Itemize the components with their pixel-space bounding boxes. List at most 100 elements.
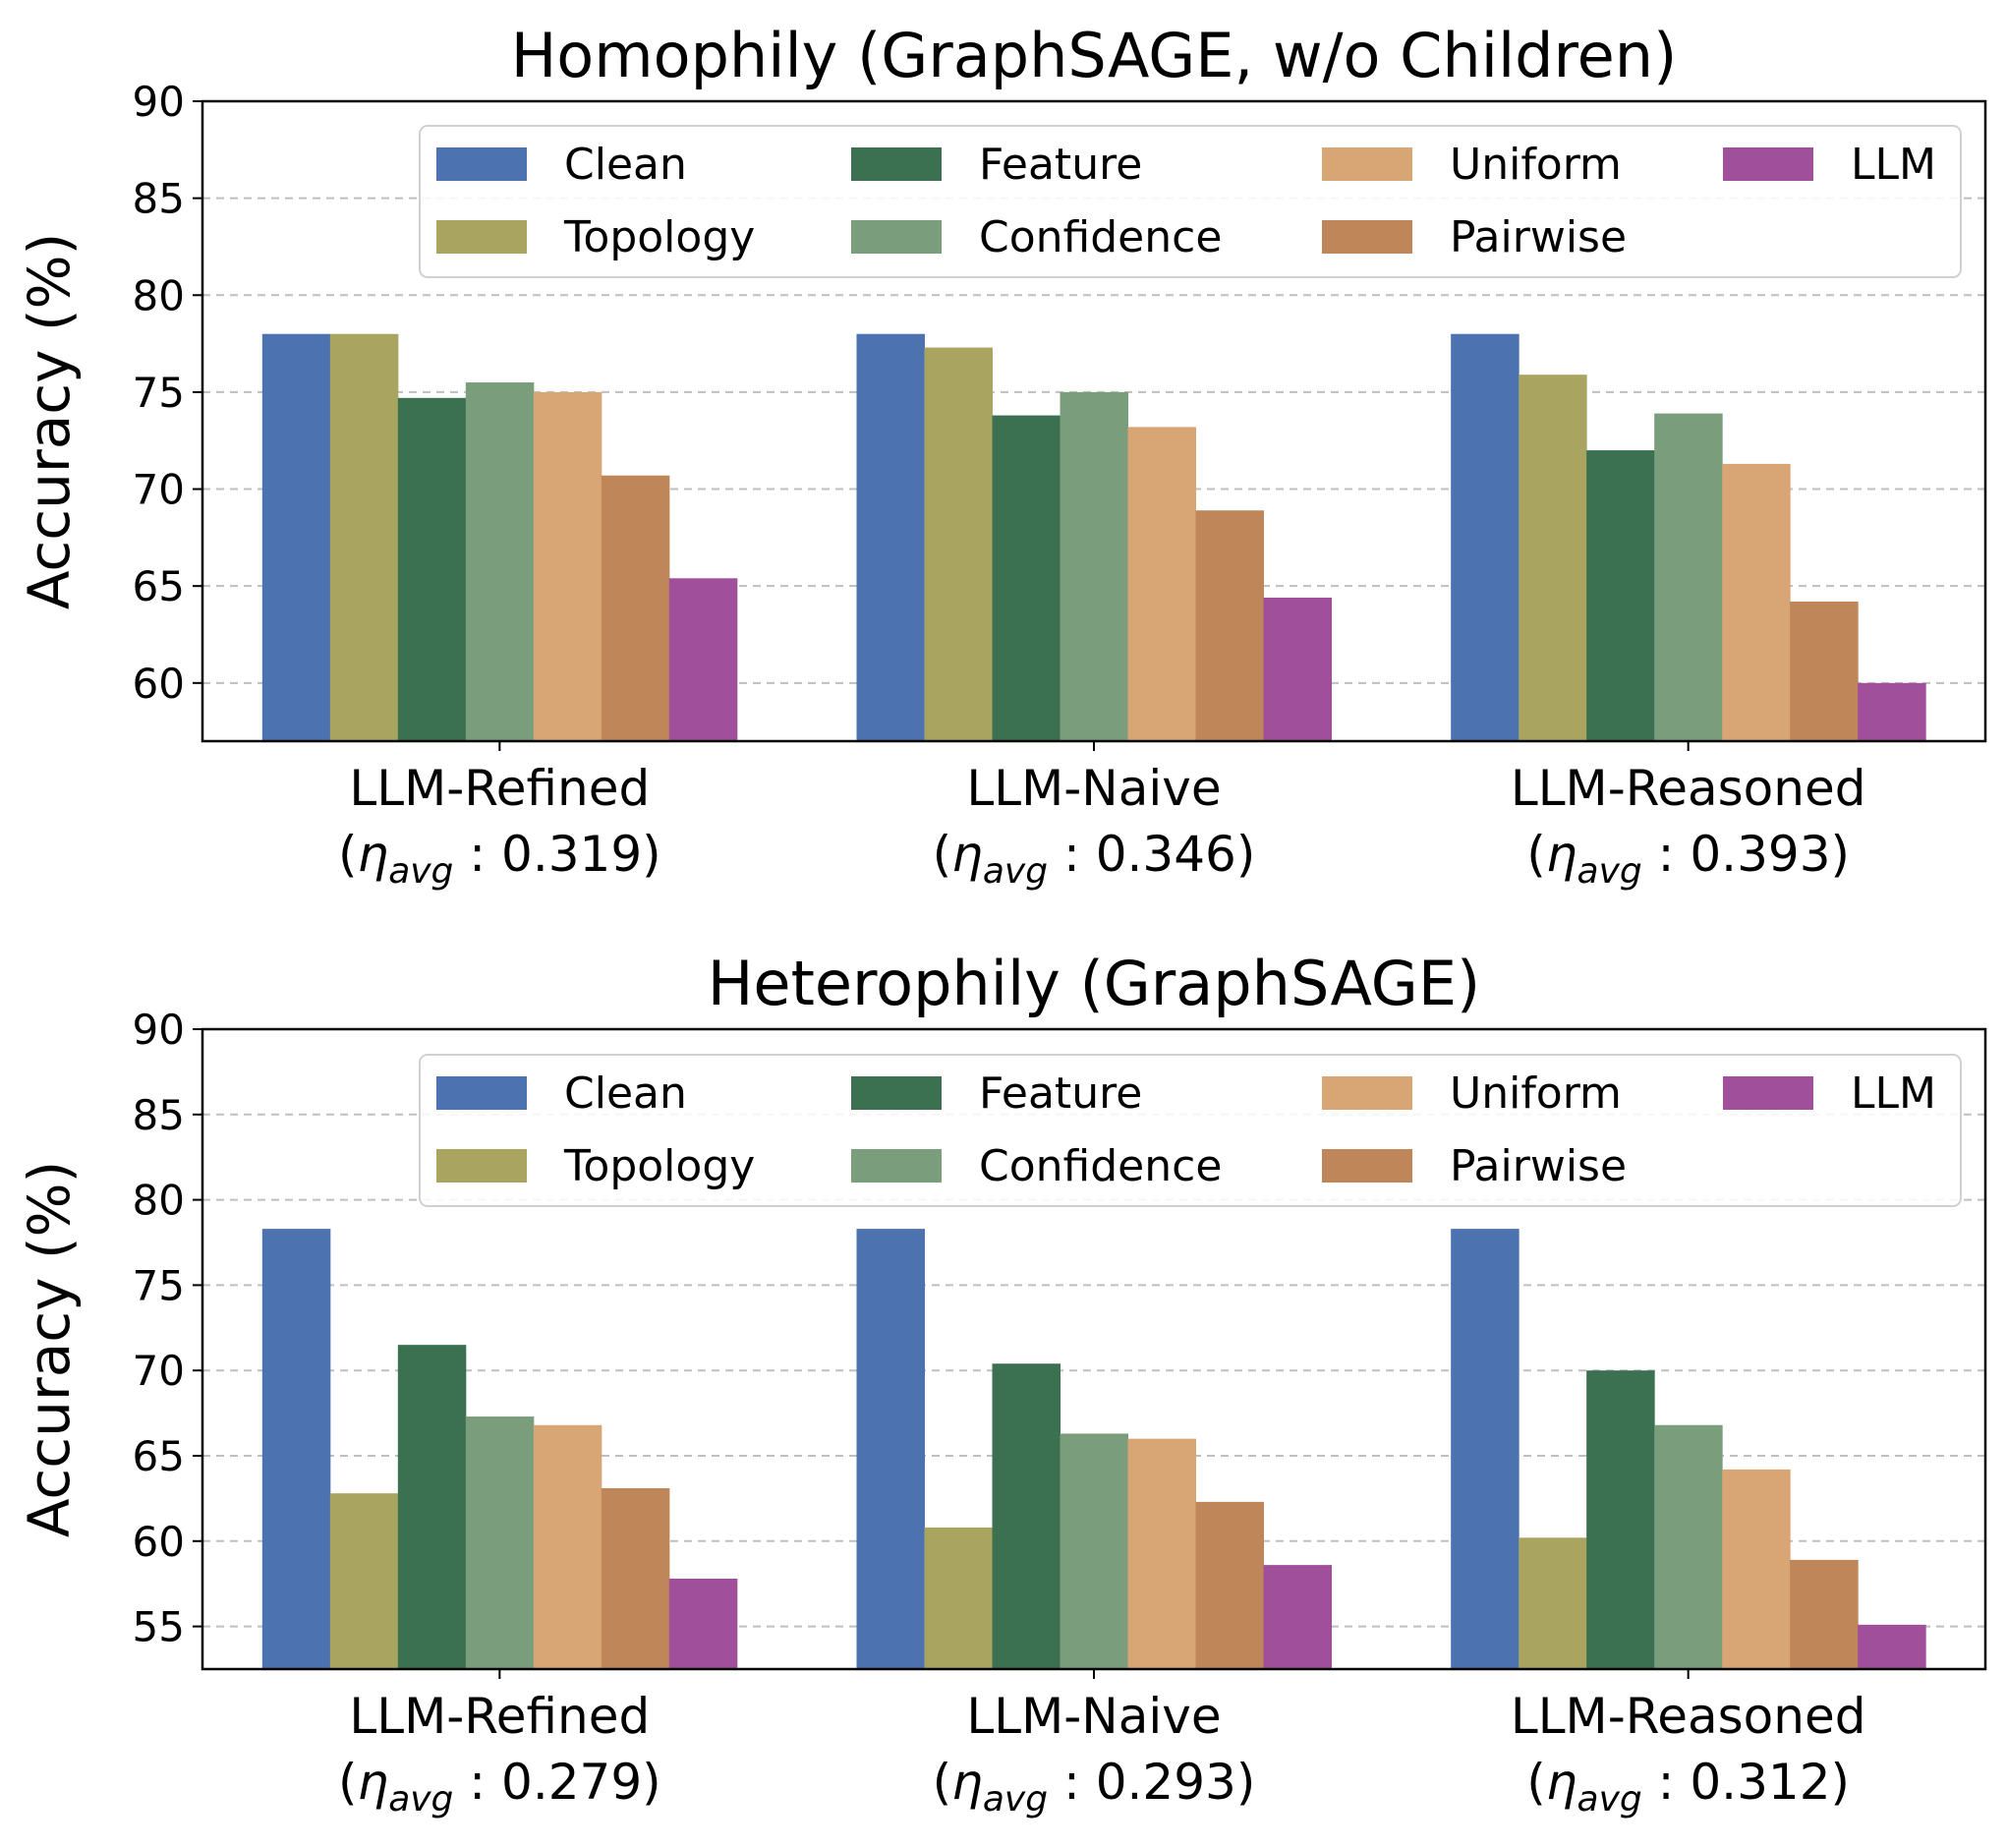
bar-pairwise-llm-reasoned [1790, 601, 1859, 741]
bar-clean-llm-refined [261, 333, 331, 741]
y-tick-label: 85 [133, 1091, 185, 1139]
bar-feature-llm-refined [397, 1345, 467, 1669]
legend-label-clean: Clean [564, 1068, 687, 1119]
legend-swatch-pairwise [1322, 220, 1412, 254]
legend-label-clean: Clean [564, 140, 687, 190]
bar-confidence-llm-reasoned [1654, 1424, 1723, 1669]
y-tick-label: 60 [133, 1518, 185, 1566]
bar-llm-llm-naive [1263, 1565, 1332, 1669]
y-tick-label: 90 [133, 1006, 185, 1054]
x-tick-label: LLM-Reasoned [1511, 760, 1866, 817]
bar-clean-llm-naive [856, 333, 925, 741]
y-tick-label: 65 [133, 562, 185, 610]
legend-label-llm: LLM [1851, 140, 1936, 190]
legend-label-llm: LLM [1851, 1068, 1936, 1119]
bar-feature-llm-refined [397, 397, 467, 741]
x-tick-eta-label: (ηavg : 0.312) [1526, 1754, 1850, 1819]
legend-swatch-uniform [1322, 1076, 1412, 1110]
bar-uniform-llm-refined [533, 391, 602, 741]
legend-swatch-feature [851, 1076, 942, 1110]
y-tick-label: 75 [133, 1261, 185, 1309]
bar-feature-llm-reasoned [1586, 450, 1655, 741]
legend-label-pairwise: Pairwise [1450, 1141, 1627, 1191]
bar-feature-llm-reasoned [1586, 1370, 1655, 1669]
bar-pairwise-llm-refined [601, 1487, 670, 1669]
x-tick-eta-label: (ηavg : 0.279) [338, 1754, 661, 1819]
bar-pairwise-llm-reasoned [1790, 1559, 1859, 1669]
plot-frame [201, 99, 1987, 743]
bar-confidence-llm-naive [1060, 1433, 1128, 1669]
legend-box [419, 1054, 1962, 1207]
bar-pairwise-llm-naive [1195, 510, 1264, 741]
y-tick-label: 90 [133, 78, 185, 126]
bar-pairwise-llm-naive [1195, 1501, 1264, 1669]
legend-label-uniform: Uniform [1450, 140, 1622, 190]
legend-label-uniform: Uniform [1450, 1068, 1622, 1119]
legend-swatch-llm [1723, 147, 1813, 181]
bar-uniform-llm-refined [533, 1424, 602, 1669]
legend-label-topology: Topology [563, 212, 755, 262]
x-tick-eta-label: (ηavg : 0.293) [933, 1754, 1256, 1819]
legend-swatch-confidence [851, 1149, 942, 1183]
legend-label-topology: Topology [563, 1141, 755, 1191]
x-tick-label: LLM-Naive [966, 760, 1221, 817]
y-tick-label: 65 [133, 1432, 185, 1480]
bar-llm-llm-reasoned [1858, 1624, 1926, 1669]
bar-clean-llm-naive [856, 1229, 925, 1669]
legend-swatch-feature [851, 147, 942, 181]
legend-label-pairwise: Pairwise [1450, 212, 1627, 262]
bar-topology-llm-reasoned [1519, 375, 1587, 741]
legend-label-confidence: Confidence [979, 1141, 1222, 1191]
bar-topology-llm-naive [924, 1527, 993, 1669]
bar-clean-llm-refined [261, 1229, 331, 1669]
legend-swatch-clean [436, 1076, 527, 1110]
y-tick-label: 60 [133, 660, 185, 708]
bar-clean-llm-reasoned [1451, 1229, 1520, 1669]
y-tick-label: 55 [133, 1603, 185, 1651]
bar-llm-llm-naive [1263, 598, 1332, 741]
chart-heterophily: Heterophily (GraphSAGE) Accuracy (%) 55 60 6… [16, 948, 1987, 1819]
bar-confidence-llm-reasoned [1654, 413, 1723, 741]
y-tick-label: 85 [133, 175, 185, 223]
x-tick-eta-label: (ηavg : 0.319) [338, 826, 661, 892]
legend-swatch-uniform [1322, 147, 1412, 181]
bar-clean-llm-reasoned [1451, 333, 1520, 741]
bar-confidence-llm-refined [465, 382, 535, 741]
plot-frame [201, 1027, 1987, 1671]
y-tick-label: 70 [133, 1347, 185, 1395]
bar-llm-llm-refined [668, 578, 738, 741]
legend-swatch-topology [436, 220, 527, 254]
x-tick-label: LLM-Reasoned [1511, 1688, 1866, 1745]
x-tick-eta-label: (ηavg : 0.346) [933, 826, 1256, 892]
x-tick-label: LLM-Refined [349, 1688, 650, 1745]
legend-label-feature: Feature [979, 140, 1142, 190]
y-tick-label: 75 [133, 369, 185, 417]
bar-topology-llm-refined [329, 1493, 399, 1669]
legend-label-feature: Feature [979, 1068, 1142, 1119]
bar-feature-llm-naive [992, 415, 1061, 741]
x-tick-label: LLM-Naive [966, 1688, 1221, 1745]
bar-topology-llm-reasoned [1519, 1537, 1587, 1669]
bar-uniform-llm-naive [1127, 1438, 1196, 1669]
y-tick-label: 80 [133, 271, 185, 319]
x-tick-eta-label: (ηavg : 0.393) [1526, 826, 1850, 892]
chart-title: Heterophily (GraphSAGE) [708, 948, 1480, 1019]
legend-label-confidence: Confidence [979, 212, 1222, 262]
legend-swatch-confidence [851, 220, 942, 254]
bar-feature-llm-naive [992, 1363, 1061, 1669]
bar-llm-llm-reasoned [1858, 682, 1926, 741]
legend: Clean Topology Feature Confidence Uniform Pai… [419, 1054, 1962, 1207]
bar-llm-llm-refined [668, 1578, 738, 1669]
bar-topology-llm-naive [924, 347, 993, 741]
y-axis-label: Accuracy (%) [16, 233, 83, 610]
y-axis-label: Accuracy (%) [16, 1161, 83, 1538]
legend-swatch-llm [1723, 1076, 1813, 1110]
bar-uniform-llm-reasoned [1722, 1469, 1791, 1669]
bar-uniform-llm-naive [1127, 427, 1196, 741]
legend-box [419, 125, 1962, 278]
legend-swatch-pairwise [1322, 1149, 1412, 1183]
legend-swatch-clean [436, 147, 527, 181]
legend-swatch-topology [436, 1149, 527, 1183]
y-tick-label: 80 [133, 1177, 185, 1225]
